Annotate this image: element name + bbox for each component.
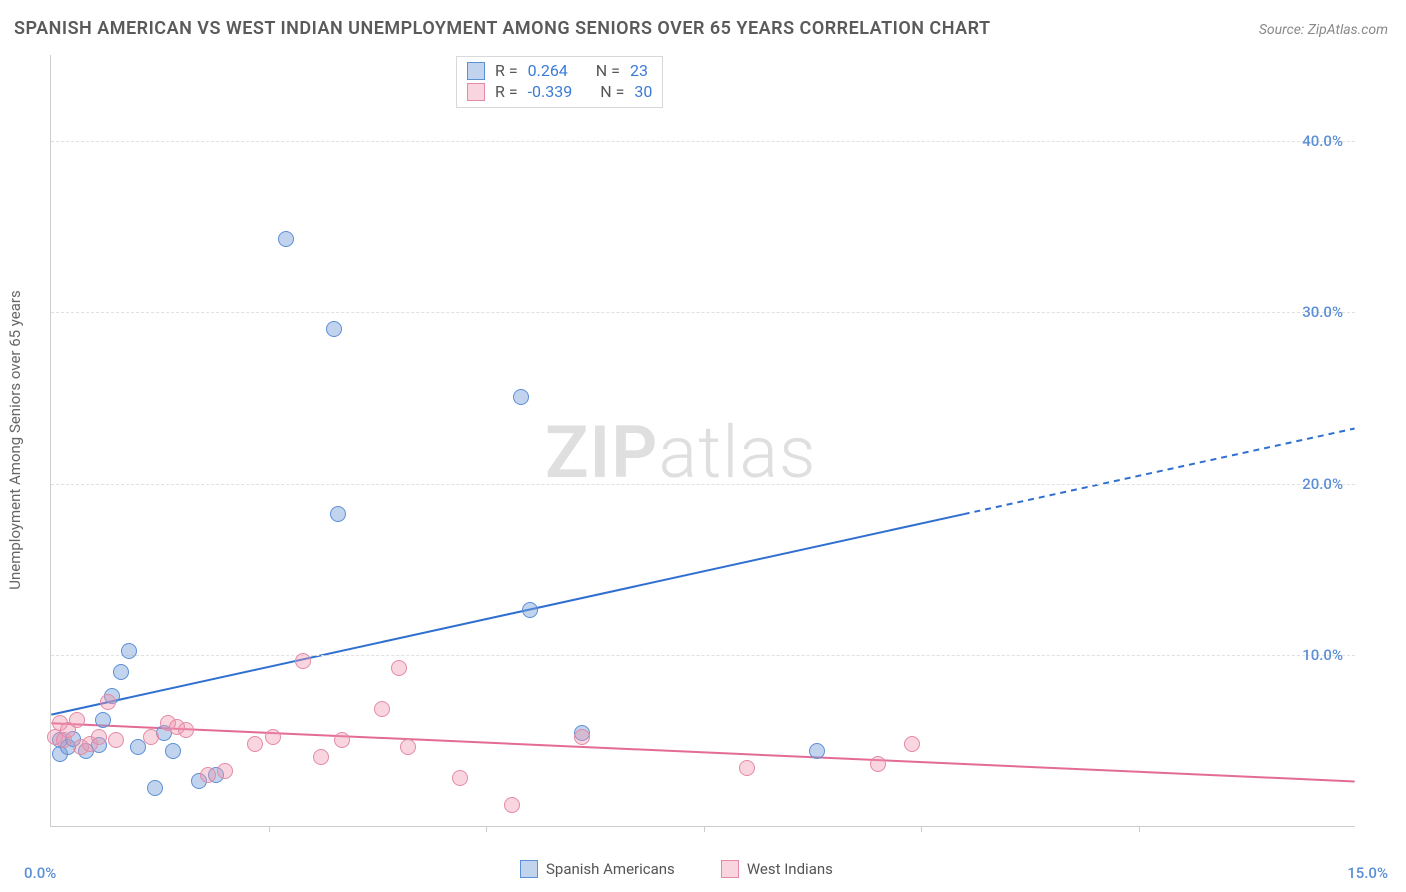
trend-lines-svg (51, 55, 1355, 826)
y-tick-label: 40.0% (1302, 132, 1343, 150)
y-tick-label: 20.0% (1302, 475, 1343, 493)
n-prefix: N = (600, 82, 624, 101)
r-prefix: R = (495, 82, 518, 101)
x-tick (1139, 826, 1140, 832)
r-value-west-indian: -0.339 (528, 82, 573, 101)
data-point-west-indian (574, 729, 590, 745)
data-point-west-indian (217, 763, 233, 779)
x-tick (921, 826, 922, 832)
stats-row-west-indian: R = -0.339 N = 30 (467, 82, 652, 101)
source-attribution: Source: ZipAtlas.com (1259, 22, 1388, 38)
data-point-west-indian (504, 797, 520, 813)
data-point-spanish (121, 643, 137, 659)
legend-swatch-west-indian (467, 83, 485, 101)
x-tick (486, 826, 487, 832)
data-point-west-indian (374, 701, 390, 717)
data-point-spanish (95, 712, 111, 728)
data-point-spanish (147, 780, 163, 796)
data-point-spanish (809, 743, 825, 759)
data-point-west-indian (739, 760, 755, 776)
data-point-spanish (278, 231, 294, 247)
x-tick (704, 826, 705, 832)
x-axis-max-label: 15.0% (1347, 864, 1388, 882)
trend-line-spanish-extrapolated (964, 429, 1355, 515)
stats-row-spanish: R = 0.264 N = 23 (467, 61, 652, 80)
r-value-spanish: 0.264 (528, 61, 568, 80)
data-point-west-indian (452, 770, 468, 786)
data-point-spanish (522, 602, 538, 618)
data-point-west-indian (247, 736, 263, 752)
data-point-west-indian (91, 729, 107, 745)
data-point-west-indian (295, 653, 311, 669)
data-point-west-indian (313, 749, 329, 765)
legend-item-spanish: Spanish Americans (520, 860, 675, 878)
data-point-west-indian (400, 739, 416, 755)
gridline (51, 655, 1355, 656)
data-point-spanish (113, 664, 129, 680)
legend-swatch-spanish (467, 62, 485, 80)
n-prefix: N = (596, 61, 620, 80)
data-point-spanish (326, 321, 342, 337)
plot-inner: 10.0% 20.0% 30.0% 40.0% (51, 55, 1355, 826)
legend-item-west-indian: West Indians (721, 860, 833, 878)
plot-area: 10.0% 20.0% 30.0% 40.0% (50, 55, 1355, 827)
legend-swatch-west-indian (721, 860, 739, 878)
data-point-west-indian (200, 767, 216, 783)
stats-legend: R = 0.264 N = 23 R = -0.339 N = 30 (456, 56, 663, 108)
data-point-west-indian (391, 660, 407, 676)
legend-label-spanish: Spanish Americans (546, 860, 675, 878)
data-point-spanish (513, 389, 529, 405)
legend-label-west-indian: West Indians (747, 860, 833, 878)
data-point-west-indian (108, 732, 124, 748)
data-point-west-indian (334, 732, 350, 748)
data-point-west-indian (904, 736, 920, 752)
data-point-spanish (165, 743, 181, 759)
y-tick-label: 10.0% (1302, 646, 1343, 664)
trend-line-spanish (51, 514, 963, 714)
n-value-spanish: 23 (630, 61, 648, 80)
r-prefix: R = (495, 61, 518, 80)
data-point-spanish (330, 506, 346, 522)
gridline (51, 484, 1355, 485)
series-legend: Spanish Americans West Indians (520, 860, 833, 878)
x-axis-min-label: 0.0% (24, 864, 56, 882)
x-tick (269, 826, 270, 832)
data-point-west-indian (265, 729, 281, 745)
data-point-west-indian (100, 694, 116, 710)
data-point-west-indian (69, 712, 85, 728)
chart-title: SPANISH AMERICAN VS WEST INDIAN UNEMPLOY… (14, 18, 991, 39)
data-point-west-indian (143, 729, 159, 745)
data-point-west-indian (178, 722, 194, 738)
y-axis-label: Unemployment Among Seniors over 65 years (6, 290, 24, 589)
y-tick-label: 30.0% (1302, 303, 1343, 321)
data-point-west-indian (870, 756, 886, 772)
gridline (51, 312, 1355, 313)
legend-swatch-spanish (520, 860, 538, 878)
gridline (51, 141, 1355, 142)
n-value-west-indian: 30 (634, 82, 652, 101)
trend-line-west-indian (51, 723, 1354, 781)
